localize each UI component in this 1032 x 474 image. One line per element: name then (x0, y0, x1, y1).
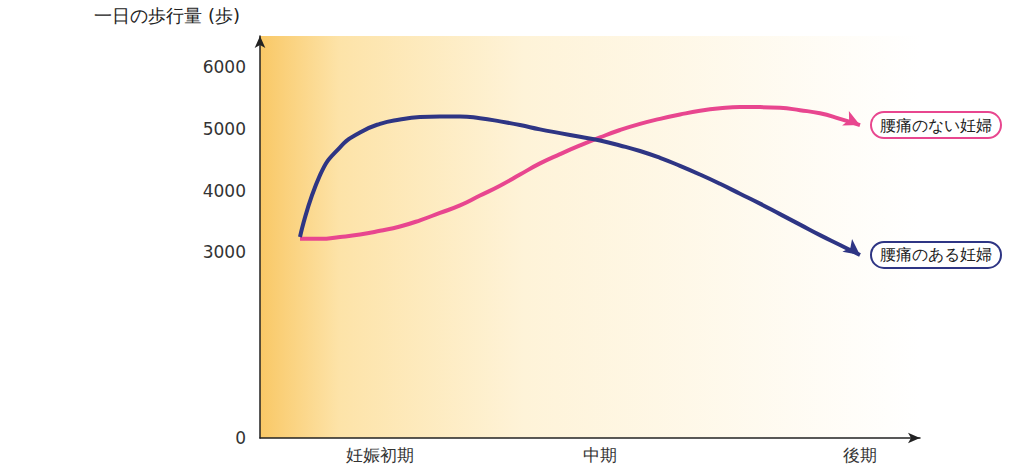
svg-text:中期: 中期 (583, 445, 617, 465)
svg-text:5000: 5000 (203, 119, 246, 139)
svg-text:後期: 後期 (843, 445, 877, 465)
svg-text:妊娠初期: 妊娠初期 (346, 445, 414, 465)
svg-text:一日の歩行量 (歩): 一日の歩行量 (歩) (94, 5, 240, 26)
svg-text:3000: 3000 (203, 242, 246, 262)
svg-text:0: 0 (235, 428, 246, 448)
svg-text:腰痛のある妊婦: 腰痛のある妊婦 (880, 245, 992, 264)
svg-text:6000: 6000 (203, 57, 246, 77)
svg-text:4000: 4000 (203, 181, 246, 201)
svg-text:腰痛のない妊婦: 腰痛のない妊婦 (880, 116, 992, 135)
